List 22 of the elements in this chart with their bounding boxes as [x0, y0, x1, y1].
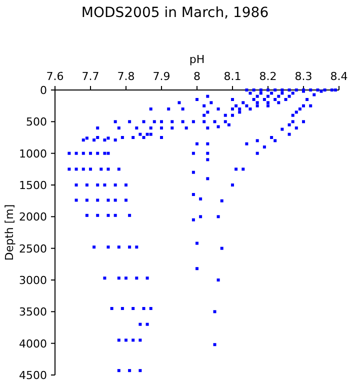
chart-title: MODS2005 in March, 1986	[81, 5, 269, 21]
y-tick-label: 1500	[19, 179, 47, 192]
y-tick-label: 3000	[19, 274, 47, 287]
x-tick-label: 8.1	[224, 70, 242, 83]
y-tick-label: 500	[26, 116, 47, 129]
y-tick-label: 1000	[19, 147, 47, 160]
y-axis-title: Depth [m]	[3, 204, 16, 261]
x-tick-label: 8.3	[294, 70, 312, 83]
x-tick-label: 7.7	[82, 70, 100, 83]
y-tick-label: 3500	[19, 306, 47, 319]
x-tick-label: 8.2	[259, 70, 277, 83]
x-tick-label: 7.6	[46, 70, 64, 83]
y-tick-label: 4500	[19, 369, 47, 382]
y-tick-label: 2000	[19, 210, 47, 224]
x-tick-label: 8.4	[330, 70, 348, 83]
x-tick-label: 8	[194, 70, 200, 83]
y-tick-label: 0	[40, 84, 47, 97]
x-tick-label: 7.8	[117, 70, 135, 83]
y-tick-label: 4000	[19, 337, 47, 350]
x-axis-title: pH	[189, 53, 205, 66]
y-tick-label: 2500	[19, 242, 47, 256]
x-tick-label: 7.9	[152, 70, 170, 83]
